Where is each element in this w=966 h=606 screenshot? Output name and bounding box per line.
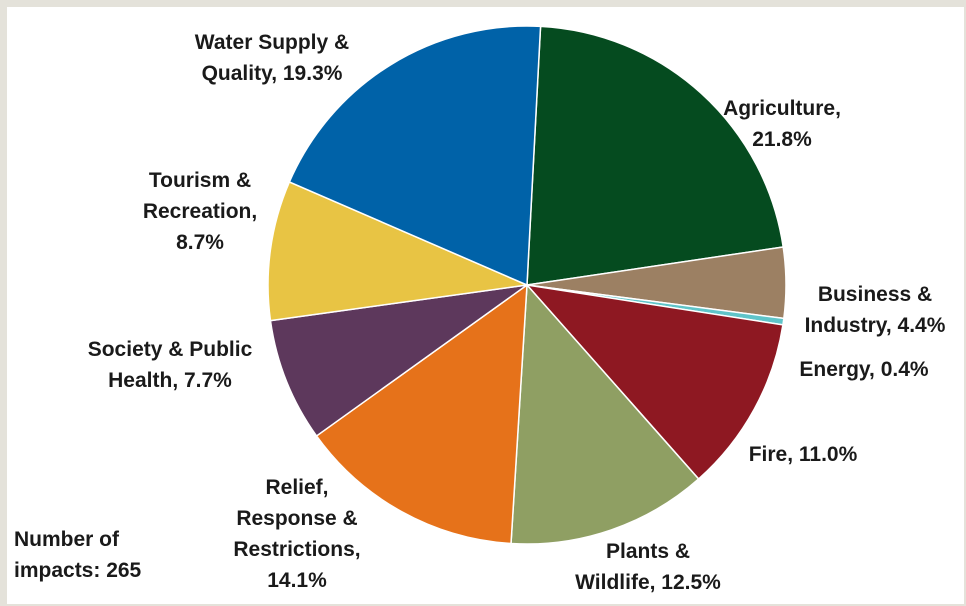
pie-slice-plants — [510, 283, 700, 545]
impact-count-label: Number of impacts: 265 — [14, 528, 142, 582]
slice-label-water-supply: Water Supply & Quality, 19.3% — [195, 31, 349, 85]
pie-slice-fire — [525, 283, 784, 481]
impact-count-annotation: Number of impacts: 265 — [14, 528, 142, 582]
slice-label-society-public: Society & Public Health, 7.7% — [88, 338, 253, 392]
pie-slice-agriculture — [526, 25, 785, 286]
pie-slice-society-public — [269, 284, 528, 437]
slice-label-business: Business & Industry, 4.4% — [805, 283, 946, 337]
slice-label-plants: Plants & Wildlife, 12.5% — [575, 540, 721, 594]
pie-slices — [267, 25, 787, 545]
slice-label-energy: Energy, 0.4% — [799, 358, 928, 381]
pie-chart: Agriculture, 21.8% Business & Industry, 4.4… — [14, 25, 946, 594]
slice-labels: Agriculture, 21.8% Business & Industry, 4.4… — [88, 31, 946, 594]
slice-label-relief: Relief, Response & Restrictions, 14.1% — [233, 476, 360, 592]
slice-label-agriculture: Agriculture, 21.8% — [723, 97, 841, 151]
slice-label-tourism: Tourism & Recreation, 8.7% — [143, 169, 257, 254]
pie-slice-tourism — [267, 180, 530, 322]
pie-slice-relief — [315, 283, 528, 545]
pie-slice-water-supply — [288, 25, 542, 287]
slice-label-fire: Fire, 11.0% — [749, 443, 858, 466]
